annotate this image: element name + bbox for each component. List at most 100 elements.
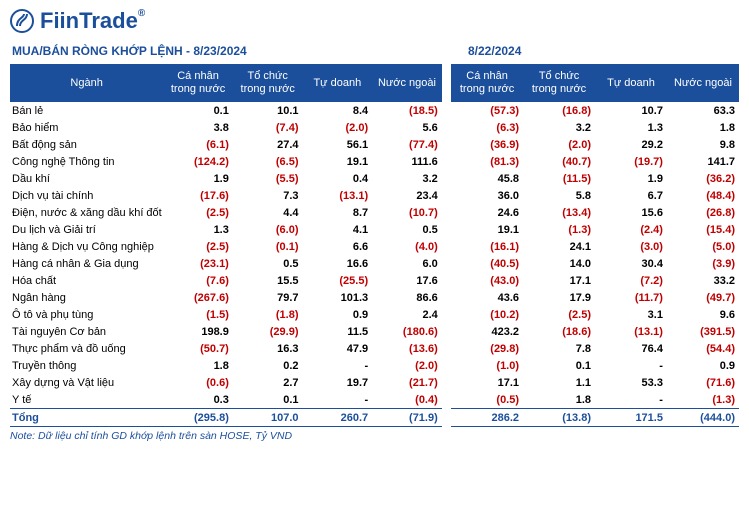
cell-sector: Du lịch và Giải trí bbox=[10, 221, 163, 238]
cell-value: 0.4 bbox=[303, 170, 373, 187]
cell-value: 23.4 bbox=[372, 187, 442, 204]
cell-value: 27.4 bbox=[233, 136, 303, 153]
cell-value: (6.0) bbox=[233, 221, 303, 238]
cell-value: 17.6 bbox=[372, 272, 442, 289]
cell-value: (3.9) bbox=[667, 255, 739, 272]
cell-value: 19.1 bbox=[451, 221, 523, 238]
brand-logo: FiinTrade® bbox=[10, 8, 739, 34]
table-row: Dầu khí1.9(5.5)0.43.245.8(11.5)1.9(36.2) bbox=[10, 170, 739, 187]
cell-value: (10.2) bbox=[451, 306, 523, 323]
col-sector: Ngành bbox=[10, 64, 163, 102]
cell-gap bbox=[442, 272, 451, 289]
cell-sector: Bảo hiểm bbox=[10, 119, 163, 136]
cell-value: 0.1 bbox=[163, 102, 233, 119]
col-r4: Nước ngoài bbox=[667, 64, 739, 102]
cell-gap bbox=[442, 238, 451, 255]
brand-icon bbox=[10, 9, 34, 33]
cell-sector: Ngân hàng bbox=[10, 289, 163, 306]
cell-value: 45.8 bbox=[451, 170, 523, 187]
cell-value: (0.5) bbox=[451, 391, 523, 409]
cell-gap bbox=[442, 153, 451, 170]
cell-total-value: 286.2 bbox=[451, 409, 523, 427]
data-table: Ngành Cá nhân trong nước Tổ chức trong n… bbox=[10, 64, 739, 427]
cell-value: 7.3 bbox=[233, 187, 303, 204]
cell-value: 15.6 bbox=[595, 204, 667, 221]
cell-value: (0.1) bbox=[233, 238, 303, 255]
cell-value: (50.7) bbox=[163, 340, 233, 357]
cell-value: 16.3 bbox=[233, 340, 303, 357]
cell-value: 19.1 bbox=[303, 153, 373, 170]
col-l1: Cá nhân trong nước bbox=[163, 64, 233, 102]
cell-value: (6.5) bbox=[233, 153, 303, 170]
cell-gap bbox=[442, 409, 451, 427]
cell-value: 47.9 bbox=[303, 340, 373, 357]
table-title-left: MUA/BÁN RÒNG KHỚP LỆNH - 8/23/2024 bbox=[10, 40, 458, 62]
table-row: Bất động sản(6.1)27.456.1(77.4)(36.9)(2.… bbox=[10, 136, 739, 153]
cell-total-value: (444.0) bbox=[667, 409, 739, 427]
cell-value: (1.3) bbox=[667, 391, 739, 409]
cell-value: (16.1) bbox=[451, 238, 523, 255]
col-l3: Tự doanh bbox=[303, 64, 373, 102]
cell-value: (2.5) bbox=[163, 238, 233, 255]
cell-value: 0.3 bbox=[163, 391, 233, 409]
table-row: Du lịch và Giải trí1.3(6.0)4.10.519.1(1.… bbox=[10, 221, 739, 238]
cell-value: 16.6 bbox=[303, 255, 373, 272]
cell-value: (25.5) bbox=[303, 272, 373, 289]
cell-value: (16.8) bbox=[523, 102, 595, 119]
table-row: Bán lẻ0.110.18.4(18.5)(57.3)(16.8)10.763… bbox=[10, 102, 739, 119]
table-row: Công nghệ Thông tin(124.2)(6.5)19.1111.6… bbox=[10, 153, 739, 170]
cell-value: 76.4 bbox=[595, 340, 667, 357]
cell-value: (71.6) bbox=[667, 374, 739, 391]
cell-value: 111.6 bbox=[372, 153, 442, 170]
table-row: Truyền thông1.80.2-(2.0)(1.0)0.1-0.9 bbox=[10, 357, 739, 374]
cell-value: 10.7 bbox=[595, 102, 667, 119]
cell-value: (1.5) bbox=[163, 306, 233, 323]
cell-value: 14.0 bbox=[523, 255, 595, 272]
cell-value: (0.6) bbox=[163, 374, 233, 391]
col-l2: Tổ chức trong nước bbox=[233, 64, 303, 102]
cell-value: (18.5) bbox=[372, 102, 442, 119]
total-row: Tổng(295.8)107.0260.7(71.9)286.2(13.8)17… bbox=[10, 409, 739, 427]
cell-value: (6.3) bbox=[451, 119, 523, 136]
cell-value: (40.5) bbox=[451, 255, 523, 272]
cell-sector: Công nghệ Thông tin bbox=[10, 153, 163, 170]
cell-value: (54.4) bbox=[667, 340, 739, 357]
cell-value: (81.3) bbox=[451, 153, 523, 170]
cell-value: 1.1 bbox=[523, 374, 595, 391]
cell-value: (1.0) bbox=[451, 357, 523, 374]
cell-value: 7.8 bbox=[523, 340, 595, 357]
cell-value: 5.6 bbox=[372, 119, 442, 136]
cell-value: 15.5 bbox=[233, 272, 303, 289]
cell-value: 0.9 bbox=[303, 306, 373, 323]
cell-value: 4.4 bbox=[233, 204, 303, 221]
cell-value: 30.4 bbox=[595, 255, 667, 272]
cell-sector: Dịch vụ tài chính bbox=[10, 187, 163, 204]
cell-sector: Truyền thông bbox=[10, 357, 163, 374]
cell-sector: Ô tô và phụ tùng bbox=[10, 306, 163, 323]
table-row: Ô tô và phụ tùng(1.5)(1.8)0.92.4(10.2)(2… bbox=[10, 306, 739, 323]
cell-value: 0.9 bbox=[667, 357, 739, 374]
cell-value: 11.5 bbox=[303, 323, 373, 340]
table-row: Ngân hàng(267.6)79.7101.386.643.617.9(11… bbox=[10, 289, 739, 306]
cell-value: 86.6 bbox=[372, 289, 442, 306]
cell-value: 3.1 bbox=[595, 306, 667, 323]
cell-value: 3.2 bbox=[372, 170, 442, 187]
cell-value: (26.8) bbox=[667, 204, 739, 221]
cell-value: (23.1) bbox=[163, 255, 233, 272]
table-row: Tài nguyên Cơ bản198.9(29.9)11.5(180.6)4… bbox=[10, 323, 739, 340]
cell-value: 4.1 bbox=[303, 221, 373, 238]
cell-value: 24.6 bbox=[451, 204, 523, 221]
cell-value: (4.0) bbox=[372, 238, 442, 255]
table-title-right: 8/22/2024 bbox=[458, 40, 739, 62]
cell-value: (17.6) bbox=[163, 187, 233, 204]
cell-gap bbox=[442, 102, 451, 119]
cell-gap bbox=[442, 357, 451, 374]
cell-value: 1.3 bbox=[163, 221, 233, 238]
cell-value: (77.4) bbox=[372, 136, 442, 153]
cell-value: - bbox=[595, 391, 667, 409]
cell-gap bbox=[442, 289, 451, 306]
cell-value: (5.0) bbox=[667, 238, 739, 255]
cell-value: 79.7 bbox=[233, 289, 303, 306]
cell-value: 0.1 bbox=[233, 391, 303, 409]
cell-value: 2.4 bbox=[372, 306, 442, 323]
